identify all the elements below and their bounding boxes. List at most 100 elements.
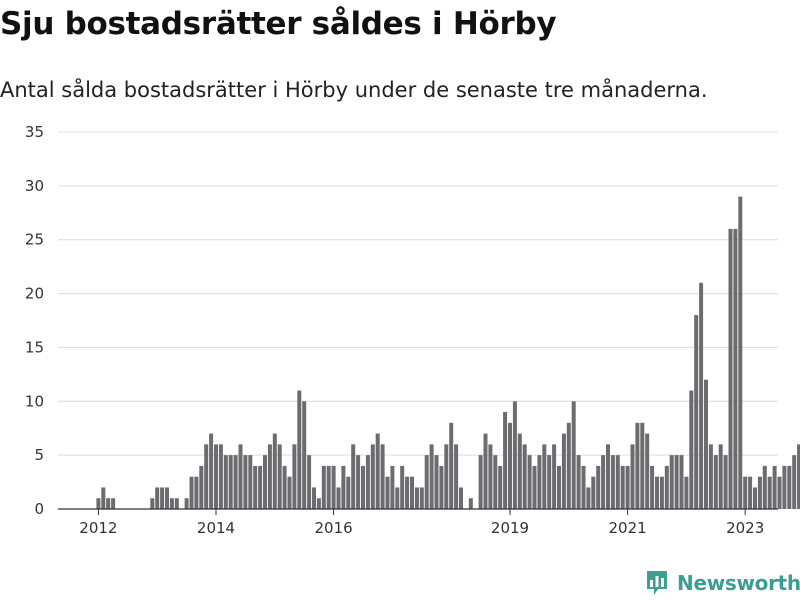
bar	[586, 487, 591, 509]
x-tick-label: 2023	[726, 519, 764, 537]
bar	[684, 476, 689, 509]
bar	[204, 444, 209, 509]
bar	[762, 465, 767, 509]
bar	[532, 465, 537, 509]
bar	[743, 476, 748, 509]
bar	[312, 487, 316, 509]
bar	[772, 465, 777, 509]
bar	[214, 444, 218, 509]
bar	[302, 401, 307, 509]
bar	[659, 476, 664, 509]
y-tick-label: 5	[34, 446, 44, 464]
y-tick-label: 20	[25, 285, 44, 303]
y-tick-label: 0	[34, 500, 44, 518]
bar	[468, 498, 473, 509]
bar	[395, 487, 400, 509]
bar	[704, 379, 708, 509]
bar	[488, 444, 493, 509]
bar	[101, 487, 106, 509]
y-tick-label: 30	[25, 177, 44, 195]
bar	[321, 465, 326, 509]
bar-chart: 0510152025303520122014201620192021202320…	[25, 123, 800, 537]
bar	[797, 444, 800, 509]
bar	[238, 444, 243, 509]
bar	[390, 465, 395, 509]
bar	[503, 412, 508, 509]
bar	[610, 455, 615, 509]
bar	[713, 455, 718, 509]
x-tick-label: 2019	[491, 519, 529, 537]
bar	[199, 465, 204, 509]
bar	[434, 455, 439, 509]
bar	[723, 455, 728, 509]
bar	[459, 487, 463, 509]
bar	[346, 476, 351, 509]
bar	[258, 465, 263, 509]
bar	[547, 455, 552, 509]
bar	[650, 465, 655, 509]
bar	[596, 465, 601, 509]
bar	[542, 444, 547, 509]
bar	[209, 433, 214, 509]
bar	[365, 455, 370, 509]
bar	[640, 422, 645, 509]
bar	[635, 422, 640, 509]
bar	[728, 228, 733, 509]
bar	[356, 455, 361, 509]
bar	[606, 444, 610, 509]
bar	[111, 498, 116, 509]
bar	[380, 444, 385, 509]
bar	[694, 315, 699, 509]
bar	[106, 498, 111, 509]
bar	[591, 476, 596, 509]
bar	[223, 455, 228, 509]
bar	[341, 465, 346, 509]
bar	[155, 487, 160, 509]
bar	[483, 433, 488, 509]
bar	[493, 455, 498, 509]
newsworthy-logo-icon	[647, 571, 667, 595]
bar	[410, 476, 414, 509]
bar	[361, 465, 365, 509]
y-tick-label: 35	[25, 123, 44, 141]
bar	[218, 444, 223, 509]
bar	[655, 476, 659, 509]
bar	[630, 444, 635, 509]
bar	[679, 455, 684, 509]
bar	[253, 465, 258, 509]
bar	[718, 444, 723, 509]
bar	[753, 487, 757, 509]
x-tick-label: 2021	[609, 519, 647, 537]
bar	[566, 422, 571, 509]
bar	[733, 228, 738, 509]
bar	[243, 455, 248, 509]
bar	[581, 465, 586, 509]
bar	[620, 465, 625, 509]
bar	[160, 487, 165, 509]
chart-title: Sju bostadsrätter såldes i Hörby	[0, 6, 557, 42]
bar	[689, 390, 694, 509]
bar	[267, 444, 272, 509]
bar	[782, 465, 787, 509]
bar	[375, 433, 380, 509]
x-tick-label: 2014	[197, 519, 235, 537]
bar	[552, 444, 557, 509]
bar	[708, 444, 713, 509]
bar	[429, 444, 434, 509]
bar	[512, 401, 517, 509]
y-tick-label: 10	[25, 392, 44, 410]
bar	[498, 465, 503, 509]
bar	[571, 401, 576, 509]
bar	[767, 476, 772, 509]
brand-logo: Newsworthy	[645, 569, 800, 597]
bar	[331, 465, 336, 509]
bar	[194, 476, 199, 509]
bar	[748, 476, 753, 509]
bar	[169, 498, 174, 509]
bar	[307, 455, 312, 509]
bar	[414, 487, 419, 509]
bar	[561, 433, 566, 509]
bar	[248, 455, 253, 509]
bar	[292, 444, 297, 509]
bar	[517, 433, 522, 509]
